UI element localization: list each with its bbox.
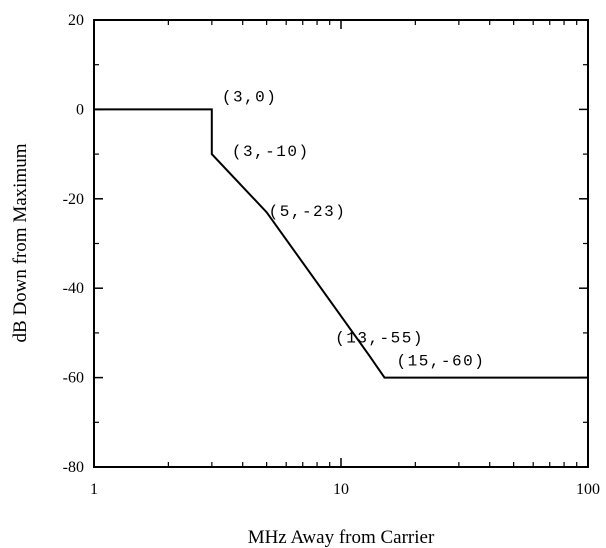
y-tick-label: -60: [63, 370, 84, 387]
x-tick-label: 100: [576, 481, 600, 498]
x-tick-label: 1: [90, 481, 98, 498]
annotation-label: (15,-60): [396, 353, 485, 371]
y-tick-label: 20: [68, 12, 84, 29]
axis-ticks: -80 -60 -40 -20 0 20 1 10 100: [63, 12, 600, 498]
y-tick-label: -20: [63, 191, 84, 208]
series-group: [94, 108, 588, 379]
x-tick-label: 10: [333, 481, 349, 498]
annotation-label: (5,-23): [269, 203, 347, 221]
annotation-label: (3,0): [222, 88, 278, 106]
y-axis-title: dB Down from Maximum: [10, 143, 31, 342]
series-line: [94, 108, 588, 379]
y-tick-label: -80: [63, 459, 84, 476]
y-tick-label: 0: [76, 101, 84, 118]
x-axis-title: MHz Away from Carrier: [248, 527, 435, 548]
y-tick-label: -40: [63, 280, 84, 297]
annotation-label: (3,-10): [232, 143, 310, 161]
annotations: (3,0) (3,-10) (5,-23) (13,-55) (15,-60): [222, 88, 485, 371]
annotation-label: (13,-55): [335, 329, 424, 347]
plot-frame: [93, 19, 589, 468]
